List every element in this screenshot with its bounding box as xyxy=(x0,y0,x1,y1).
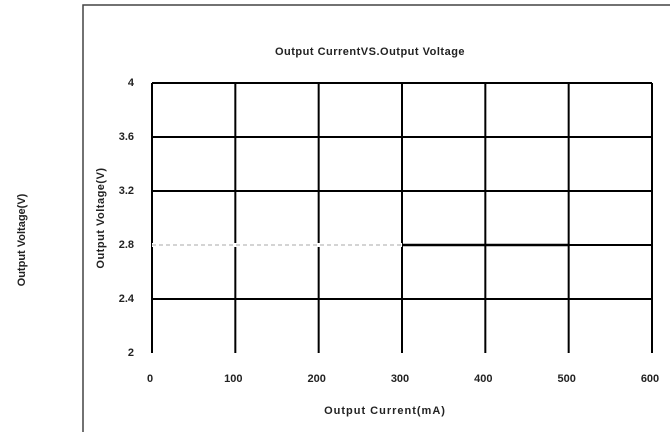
x-tick-label: 100 xyxy=(224,373,242,385)
y-tick-label: 3.2 xyxy=(119,185,134,197)
y-tick-label: 3.6 xyxy=(119,131,134,143)
x-tick-label: 200 xyxy=(307,373,325,385)
x-tick-label: 400 xyxy=(474,373,492,385)
x-tick-label: 0 xyxy=(147,373,153,385)
y-tick-label: 2.4 xyxy=(119,293,135,305)
x-axis-label: Output Current(mA) xyxy=(324,405,446,417)
chart-title: Output CurrentVS.Output Voltage xyxy=(275,46,465,58)
y-tick-label: 2 xyxy=(128,347,134,359)
outer-y-label: Output Voltage(V) xyxy=(16,193,28,286)
x-tick-label: 300 xyxy=(391,373,409,385)
x-tick-label: 500 xyxy=(557,373,575,385)
chart-frame xyxy=(82,4,670,432)
y-axis-label: Output Voltage(V) xyxy=(95,167,107,268)
x-tick-label: 600 xyxy=(641,373,659,385)
y-tick-label: 2.8 xyxy=(119,239,134,251)
y-tick-label: 4 xyxy=(128,77,135,89)
